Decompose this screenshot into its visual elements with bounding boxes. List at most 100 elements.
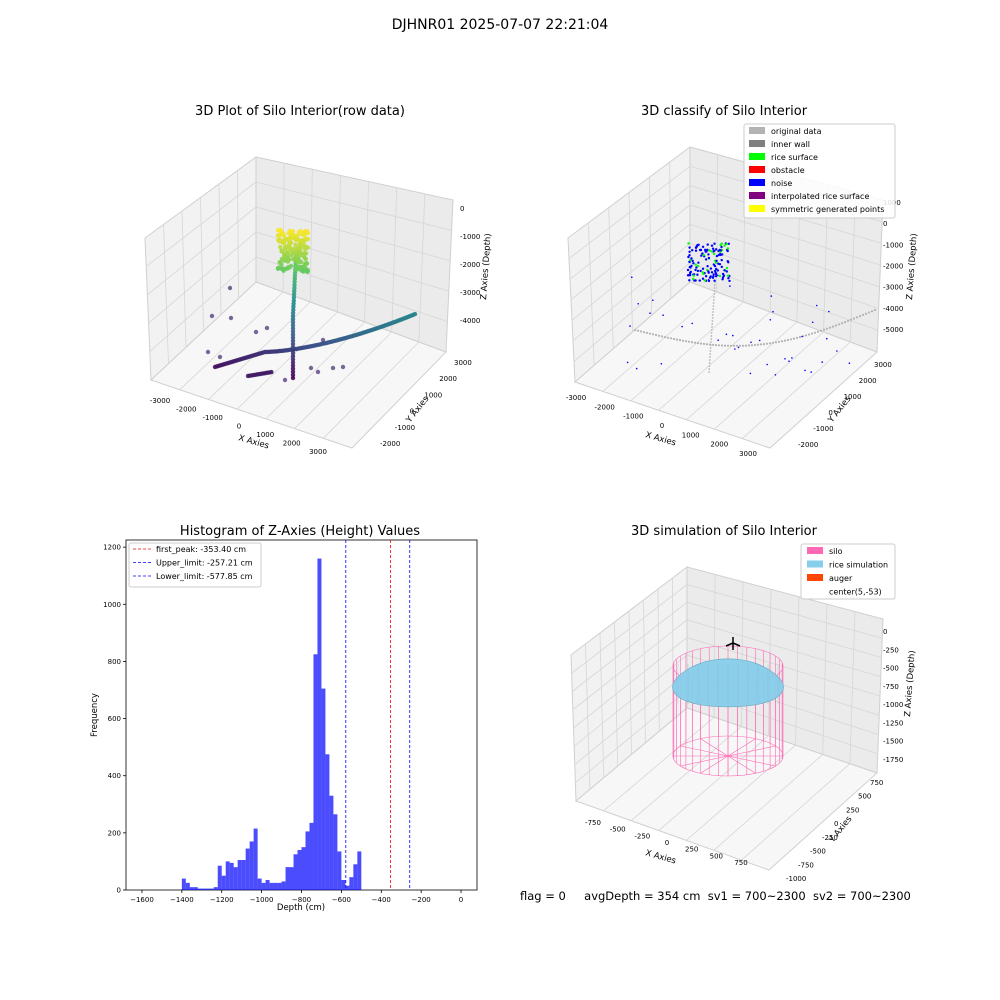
original-data-point (741, 344, 745, 347)
noise-point (691, 249, 694, 252)
grid-line (628, 192, 633, 333)
noise-point (701, 252, 704, 255)
silo-wire (680, 755, 729, 767)
noise-point (696, 273, 699, 276)
noise-point (713, 242, 716, 245)
noise-point (631, 276, 633, 279)
raw-data-point (275, 228, 281, 233)
original-data-point (708, 359, 711, 361)
grid-line (179, 163, 285, 391)
raw-data-point (286, 244, 291, 250)
raw-data-point (290, 354, 296, 359)
simulation-legend-item-swatch (807, 547, 823, 554)
raw-x-ticks: -3000 -2000 -1000 0 1000 2000 3000 (150, 397, 327, 456)
noise-point (726, 247, 730, 250)
histogram-x-ticks: −1600 −1400 −1200 −1000 −800 −600 −400 −200 0 (130, 890, 463, 904)
grid-line (714, 184, 829, 430)
histogram-bar (329, 795, 334, 890)
z-tick-label: -5000 (883, 326, 903, 334)
original-data-point (711, 320, 714, 322)
noise-point (635, 367, 638, 370)
noise-point (769, 319, 772, 321)
classify-x-ticks: -3000 -2000 -1000 0 1000 2000 3000 (566, 394, 757, 458)
noise-point (707, 253, 710, 256)
raw-data-point (290, 338, 296, 343)
original-data-point (780, 340, 784, 343)
noise-point (690, 264, 693, 268)
raw-data-point (290, 357, 296, 362)
noise-point (727, 242, 730, 245)
legend-label: Upper_limit: -257.21 cm (156, 559, 253, 568)
raw-data-point (277, 237, 282, 242)
original-data-point (702, 342, 706, 345)
histogram-bar (313, 654, 318, 890)
classify-legend-item-label: symmetric generated points (771, 205, 884, 214)
histogram-frame (125, 539, 478, 891)
raw-data-point (315, 369, 321, 375)
x-tick-label: −1200 (210, 896, 234, 904)
noise-point (727, 277, 730, 280)
x-tick-label: -750 (585, 819, 601, 827)
original-data-point (714, 344, 718, 347)
raw-data-point (412, 311, 418, 317)
noise-point (690, 257, 693, 260)
raw-data-point (291, 246, 297, 251)
grid-line (686, 596, 800, 841)
original-data-point (717, 344, 721, 347)
noise-point (716, 269, 720, 272)
noise-point (692, 274, 695, 277)
raw-data-point (294, 267, 299, 272)
original-data-point (710, 329, 713, 331)
original-data-point (846, 319, 850, 322)
grid-line (265, 181, 369, 420)
histogram-bar (193, 887, 198, 890)
histogram-bar (265, 880, 270, 890)
silo-wire (700, 755, 729, 774)
y-tick-label: 1000 (424, 391, 442, 399)
noise-point (828, 310, 830, 313)
original-data-point (660, 335, 664, 338)
original-data-point (819, 329, 823, 332)
raw-data-point (278, 260, 283, 265)
z-tick-label: -4000 (883, 305, 903, 313)
y-tick-label: 1200 (103, 544, 121, 552)
original-data-point (843, 321, 847, 324)
raw-y-ticks: -2000 -1000 0 1000 2000 3000 (380, 359, 472, 448)
original-data-point (712, 308, 715, 310)
raw-data-point (287, 228, 293, 234)
original-data-point (792, 337, 796, 340)
grid-line (237, 170, 239, 299)
classify-legend-item-swatch (749, 140, 765, 147)
raw-data-point (275, 233, 281, 238)
grid-line (163, 224, 169, 364)
histogram-y-label: Frequency (90, 693, 100, 737)
simulation-y-ticks: -1000 -750 -500 -250 0 250 500 750 (786, 779, 883, 883)
grid-line (686, 177, 801, 421)
original-data-point (709, 347, 712, 349)
original-data-point (744, 344, 748, 347)
histogram-bar (253, 828, 258, 890)
original-data-point (834, 324, 838, 327)
noise-point (750, 341, 752, 344)
raw-data-point (330, 365, 336, 371)
noise-point (701, 277, 705, 280)
original-data-point (651, 333, 655, 336)
raw-data-point (217, 354, 223, 360)
original-data-point (852, 317, 856, 320)
original-data-point (873, 308, 877, 312)
original-data-point (816, 330, 820, 333)
original-data-point (783, 339, 787, 342)
silo-wire (727, 745, 776, 757)
original-data-point (636, 329, 640, 332)
x-tick-label: 2000 (710, 441, 728, 449)
grid-line (585, 643, 591, 790)
legend-label: first_peak: -353.40 cm (156, 545, 246, 554)
histogram-bar (205, 888, 210, 890)
raw-data-point (290, 372, 296, 378)
classify-legend-item-label: interpolated rice surface (771, 192, 869, 201)
original-data-point (710, 338, 713, 340)
noise-point (726, 260, 729, 263)
histogram-bar (261, 882, 266, 890)
grid-line (572, 619, 881, 711)
